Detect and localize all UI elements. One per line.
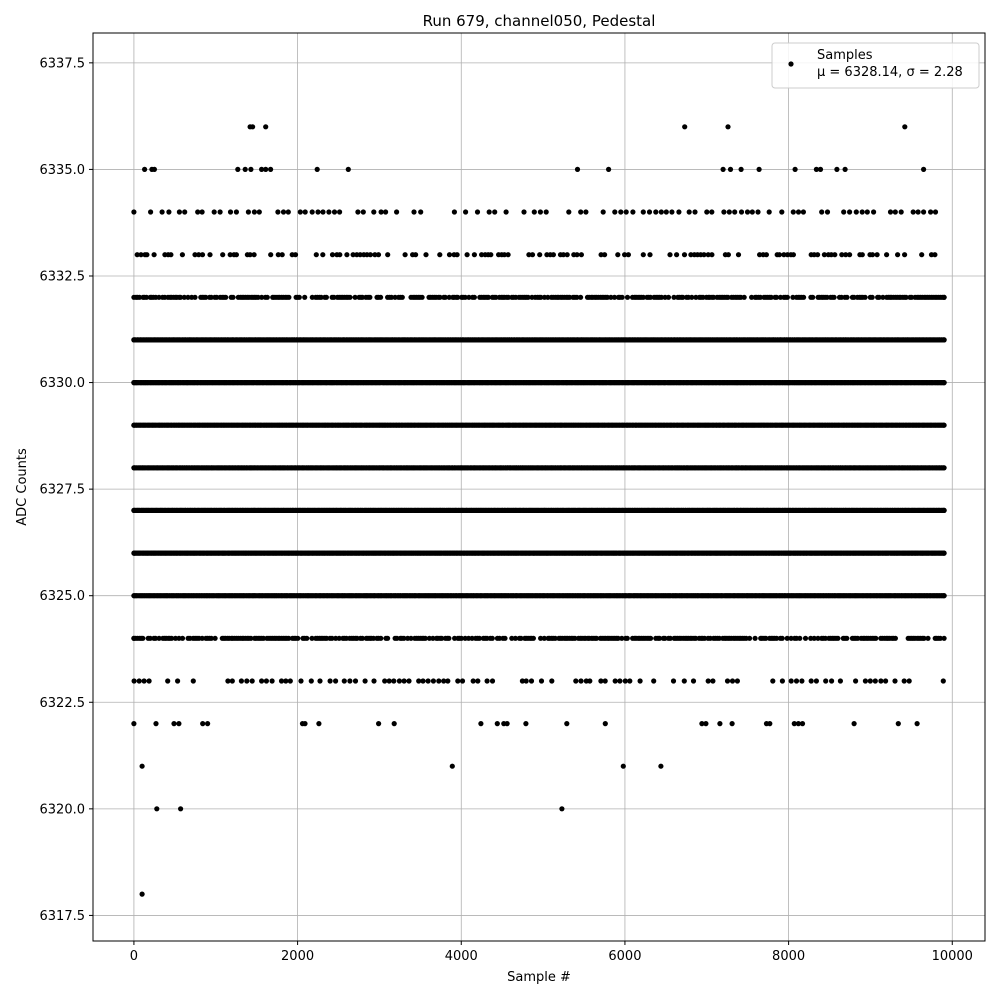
sample-point xyxy=(458,635,464,641)
sample-point xyxy=(156,635,162,641)
sample-point xyxy=(131,422,137,428)
sample-point xyxy=(656,635,663,641)
sample-point xyxy=(131,635,137,641)
sample-point xyxy=(747,635,753,641)
sample-point xyxy=(430,635,436,641)
sample-point xyxy=(941,635,947,641)
sample-point xyxy=(408,635,414,641)
sample-point xyxy=(925,635,931,641)
sample-point xyxy=(941,593,947,599)
sample-point xyxy=(552,635,558,641)
sample-point xyxy=(208,635,214,641)
sample-point xyxy=(624,635,630,641)
sample-point xyxy=(784,635,790,641)
sample-point xyxy=(147,635,153,641)
sample-point xyxy=(779,635,785,641)
sample-point xyxy=(941,550,947,556)
sample-point xyxy=(131,465,137,471)
sample-point xyxy=(385,635,391,641)
sample-point xyxy=(763,635,769,641)
sample-point xyxy=(937,635,943,641)
sample-point xyxy=(802,635,809,641)
sample-point xyxy=(212,635,218,641)
sample-point xyxy=(359,635,365,641)
sample-point xyxy=(329,635,335,641)
sample-point xyxy=(811,635,817,641)
sample-point xyxy=(336,635,342,641)
sample-point xyxy=(152,635,159,641)
sample-point xyxy=(941,507,947,513)
sample-point xyxy=(509,635,515,641)
sample-point xyxy=(648,635,654,641)
sample-point xyxy=(619,635,625,641)
sample-point xyxy=(446,635,452,641)
sample-point xyxy=(422,635,428,641)
sample-point xyxy=(140,635,146,641)
sample-point xyxy=(788,635,794,641)
sample-point xyxy=(873,635,879,641)
sample-point xyxy=(921,635,927,641)
sample-point xyxy=(667,635,673,641)
sample-point xyxy=(304,635,310,641)
sample-point xyxy=(538,635,544,641)
sample-point xyxy=(662,635,668,641)
sample-point xyxy=(295,635,301,641)
sample-point xyxy=(476,635,482,641)
sample-point xyxy=(530,635,537,641)
sample-point xyxy=(572,635,578,641)
sample-point xyxy=(248,635,254,641)
sample-point xyxy=(615,635,621,641)
scatter-points xyxy=(131,124,947,897)
sample-point xyxy=(835,635,841,641)
sample-point xyxy=(941,422,947,428)
sample-point xyxy=(401,635,407,641)
sample-point xyxy=(502,635,508,641)
sample-point xyxy=(131,507,137,513)
sample-point xyxy=(439,635,445,641)
sample-point xyxy=(309,635,315,641)
sample-point xyxy=(892,635,899,641)
sample-point xyxy=(378,635,384,641)
sample-point xyxy=(286,635,292,641)
sample-point xyxy=(541,635,547,641)
sample-point xyxy=(489,635,495,641)
sample-point xyxy=(179,635,186,641)
sample-point xyxy=(815,635,821,641)
sample-point xyxy=(518,635,524,641)
sample-point xyxy=(593,635,600,641)
sample-point xyxy=(752,635,758,641)
sample-point xyxy=(199,635,205,641)
sample-point xyxy=(169,635,175,641)
sample-point xyxy=(774,635,780,641)
sample-point xyxy=(469,635,475,641)
sample-point xyxy=(797,635,803,641)
sample-point xyxy=(512,635,519,641)
sample-point xyxy=(941,465,947,471)
sample-point xyxy=(131,550,137,556)
sample-point xyxy=(131,593,137,599)
sample-point xyxy=(844,635,850,641)
